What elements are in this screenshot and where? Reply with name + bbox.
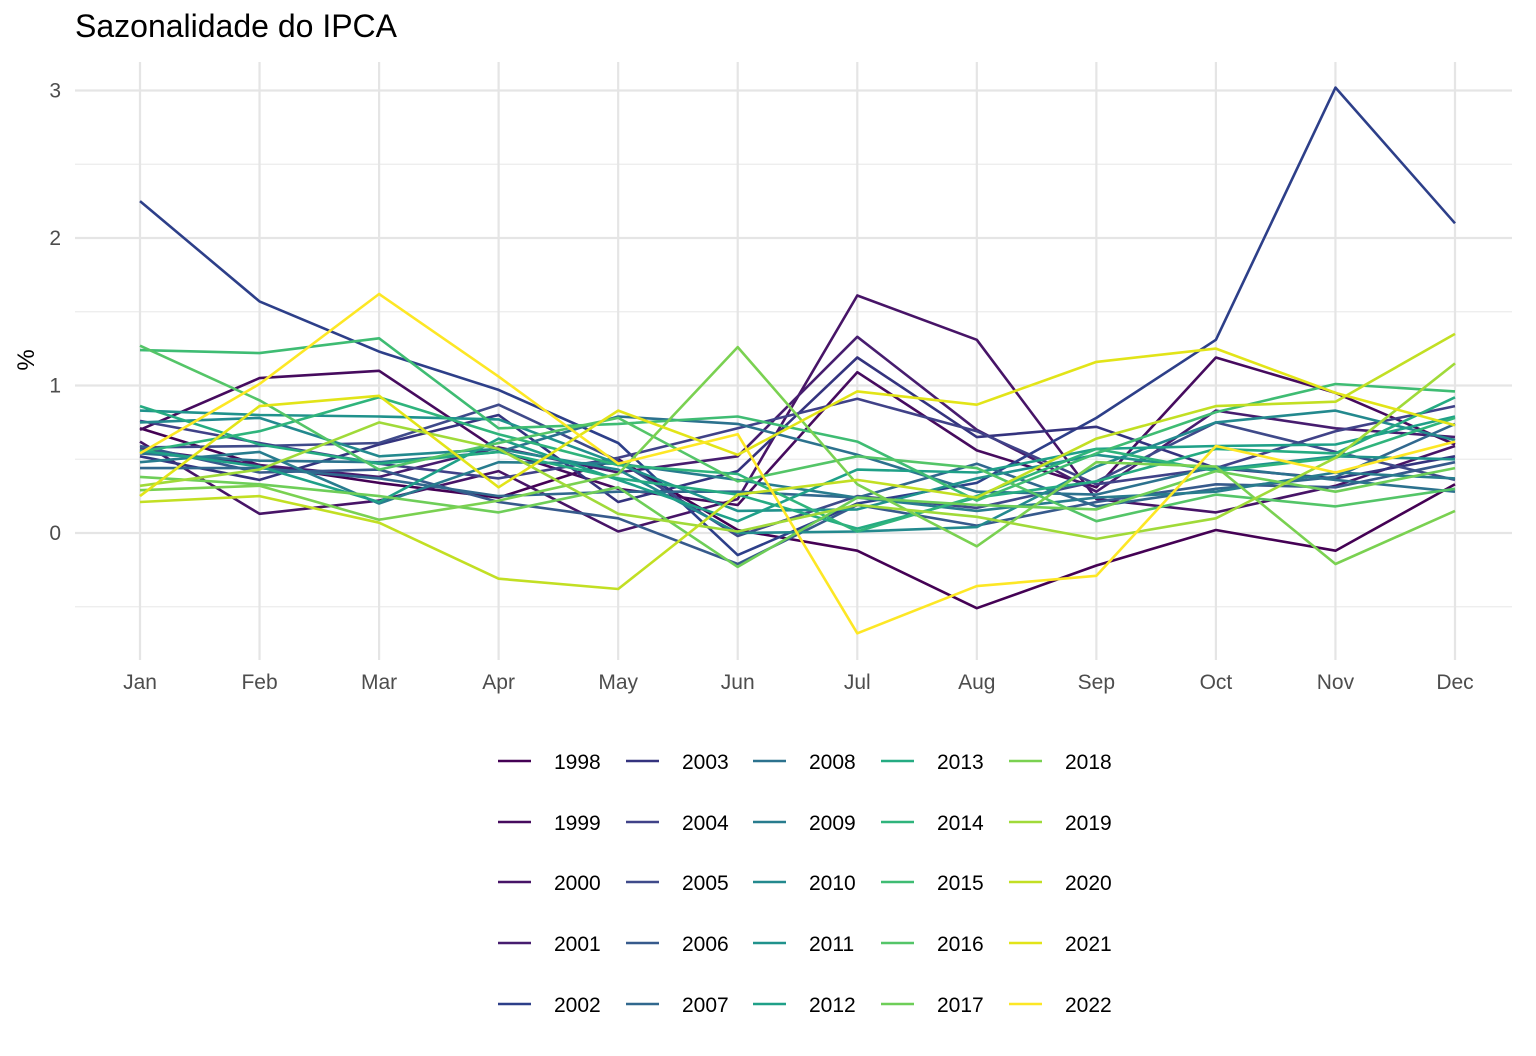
legend-label-2012: 2012 (809, 994, 856, 1017)
series-line-2002 (139, 86, 1456, 557)
legend-label-2021: 2021 (1065, 933, 1112, 956)
series-line-2016 (139, 344, 1456, 523)
legend-label-2020: 2020 (1065, 872, 1112, 895)
x-tick-label: Feb (241, 671, 277, 694)
series-line-2020 (139, 332, 1456, 591)
y-tick-label: 0 (49, 522, 61, 545)
legend-label-2004: 2004 (682, 812, 729, 835)
grid-lines (75, 62, 1512, 660)
x-tick-label: Aug (958, 671, 995, 694)
legend-label-2010: 2010 (809, 872, 856, 895)
y-tick-label: 2 (49, 227, 61, 250)
series-line-2015 (139, 336, 1456, 502)
legend-label-2016: 2016 (937, 933, 984, 956)
series-line-2012 (139, 415, 1456, 523)
series-line-2001 (139, 335, 1456, 494)
chart-title: Sazonalidade do IPCA (75, 8, 397, 44)
legend-label-2019: 2019 (1065, 812, 1112, 835)
axis-labels: 0 1 2 3 Jan Feb Mar Apr May Jun Jul Aug Sep Oct Nov Dec (49, 80, 1473, 695)
legend-label-2014: 2014 (937, 812, 984, 835)
series-line-2014 (139, 395, 1456, 533)
legend-label-2003: 2003 (682, 751, 729, 774)
legend-label-2002: 2002 (554, 994, 601, 1017)
series-line-1998 (139, 427, 1456, 610)
x-tick-label: May (598, 671, 638, 694)
x-tick-label: Oct (1200, 671, 1233, 694)
series-line-2022 (139, 292, 1456, 635)
series-line-2011 (139, 409, 1456, 513)
series-line-2005 (139, 403, 1456, 538)
legend-label-2015: 2015 (937, 872, 984, 895)
legend-label-2017: 2017 (937, 994, 984, 1017)
legend-label-2018: 2018 (1065, 751, 1112, 774)
x-tick-label: Sep (1078, 671, 1115, 694)
legend-label-2007: 2007 (682, 994, 729, 1017)
legend-label-1998: 1998 (554, 751, 601, 774)
series-line-2018 (139, 345, 1456, 566)
legend: 1998 1999 2000 2001 2002 2003 2004 2005 2006 2007… (498, 751, 1112, 1017)
series-line-2019 (139, 362, 1456, 541)
legend-label-2009: 2009 (809, 812, 856, 835)
legend-label-2006: 2006 (682, 933, 729, 956)
legend-label-1999: 1999 (554, 812, 601, 835)
x-tick-label: Nov (1317, 671, 1355, 694)
x-tick-label: Dec (1436, 671, 1473, 694)
legend-label-2008: 2008 (809, 751, 856, 774)
y-tick-label: 3 (49, 80, 61, 103)
x-tick-label: Jan (123, 671, 157, 694)
legend-label-2013: 2013 (937, 751, 984, 774)
x-tick-label: Jun (721, 671, 755, 694)
y-tick-label: 1 (49, 375, 61, 398)
legend-label-2005: 2005 (682, 872, 729, 895)
x-tick-label: Jul (844, 671, 871, 694)
legend-label-2011: 2011 (809, 933, 854, 956)
legend-label-2000: 2000 (554, 872, 601, 895)
x-tick-label: Mar (361, 671, 397, 694)
legend-label-2022: 2022 (1065, 994, 1112, 1017)
legend-label-2001: 2001 (554, 933, 601, 956)
y-axis-label: % (13, 349, 40, 370)
series-lines (139, 86, 1456, 635)
series-line-2021 (139, 347, 1456, 498)
x-tick-label: Apr (482, 671, 515, 694)
series-line-1999 (139, 356, 1456, 507)
